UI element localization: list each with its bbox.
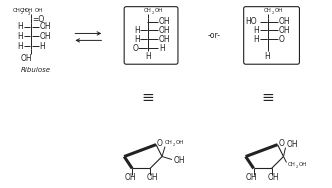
Text: OH: OH: [155, 8, 163, 13]
Text: OH: OH: [287, 140, 298, 149]
Text: ≡: ≡: [142, 90, 154, 105]
Text: O: O: [157, 139, 163, 148]
Text: O: O: [132, 44, 138, 53]
Text: O: O: [279, 35, 285, 44]
Text: OH: OH: [279, 26, 290, 35]
Text: 2: 2: [21, 11, 23, 15]
Text: 2: 2: [173, 143, 175, 147]
Text: 2: 2: [272, 11, 274, 15]
Text: OH: OH: [298, 162, 307, 167]
Text: OH: OH: [159, 26, 171, 35]
Text: =O: =O: [33, 15, 45, 24]
Text: OH: OH: [268, 173, 279, 182]
Text: OH: OH: [246, 173, 257, 182]
Text: OH: OH: [35, 8, 43, 13]
Text: OH: OH: [146, 173, 158, 182]
Text: H: H: [145, 52, 151, 61]
Text: OH: OH: [159, 35, 171, 44]
Text: H: H: [254, 35, 260, 44]
Text: CH: CH: [288, 162, 295, 167]
Text: CH: CH: [165, 140, 173, 145]
Text: CH: CH: [144, 8, 152, 13]
Text: H: H: [18, 32, 24, 41]
Text: OH: OH: [279, 17, 290, 26]
Text: 2: 2: [28, 12, 30, 16]
Text: 2: 2: [152, 11, 154, 15]
Text: H: H: [18, 42, 24, 51]
Text: Ribulose: Ribulose: [21, 67, 50, 73]
Text: OH: OH: [159, 17, 171, 26]
Text: H: H: [265, 52, 271, 61]
Text: H: H: [40, 42, 45, 51]
Text: OH: OH: [176, 140, 184, 145]
Text: CH: CH: [264, 8, 272, 13]
Text: HO: HO: [245, 17, 257, 26]
Text: H: H: [159, 44, 165, 53]
Text: ≡: ≡: [261, 90, 274, 105]
Text: OH: OH: [25, 8, 33, 13]
Text: 2: 2: [295, 165, 298, 169]
Text: O: O: [279, 139, 285, 148]
Text: OH: OH: [174, 156, 186, 165]
Text: OH: OH: [124, 173, 136, 182]
Text: CH: CH: [20, 8, 28, 13]
Text: -or-: -or-: [207, 31, 220, 40]
Text: H: H: [134, 26, 140, 35]
Text: OH: OH: [275, 8, 283, 13]
Text: OH: OH: [40, 32, 51, 41]
Text: H: H: [18, 22, 24, 31]
Text: CH: CH: [13, 8, 21, 13]
Text: H: H: [254, 26, 260, 35]
Text: OH: OH: [40, 22, 51, 31]
Text: H: H: [134, 35, 140, 44]
Text: OH: OH: [21, 54, 33, 63]
